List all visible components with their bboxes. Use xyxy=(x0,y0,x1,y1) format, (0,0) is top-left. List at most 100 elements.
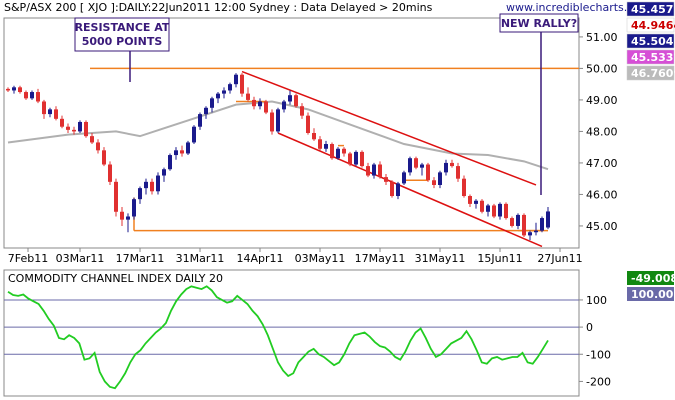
candle-body xyxy=(318,139,322,149)
price-badge-text: 46.7609 xyxy=(631,67,675,80)
price-tick-label: 46.00 xyxy=(586,188,618,201)
candle-body xyxy=(84,121,88,137)
price-badge xyxy=(626,49,675,65)
price-badge-text: 45.457 xyxy=(631,3,673,16)
candle-body xyxy=(24,92,28,99)
cci-badge-text: -49.008 xyxy=(631,272,675,285)
candle-body xyxy=(102,150,106,165)
candle-body xyxy=(6,88,10,91)
candle-body xyxy=(534,230,538,233)
candle-body xyxy=(210,98,214,108)
price-badge xyxy=(626,33,675,49)
candle-body xyxy=(216,93,220,99)
cci-title: COMMODITY CHANNEL INDEX DAILY 20 xyxy=(8,272,223,285)
candle-body xyxy=(132,199,136,217)
candle-body xyxy=(294,95,298,107)
candle-body xyxy=(264,101,268,113)
candle-body xyxy=(372,164,376,176)
candle-body xyxy=(384,177,388,182)
candle-body xyxy=(234,74,238,85)
candle-body xyxy=(270,112,274,132)
candle-body xyxy=(150,181,154,192)
price-tick-label: 50.00 xyxy=(586,62,618,75)
axis-layer: 45.00 46.00 47.00 48.00 49.00 50.00 51.00 7Feb1… xyxy=(8,31,618,389)
rally-annotation-text: NEW RALLY? xyxy=(501,17,577,30)
candle-body xyxy=(114,181,118,212)
candle-body xyxy=(420,164,424,168)
price-badge xyxy=(626,1,675,17)
candle-body xyxy=(498,203,502,217)
candle-body xyxy=(66,126,70,130)
price-badge xyxy=(626,65,675,81)
x-tick-label: 03Mar11 xyxy=(56,252,105,265)
resistance-annotation-box xyxy=(74,17,170,52)
channel-upper-line xyxy=(241,70,537,186)
candle-body xyxy=(90,136,94,143)
candle-body xyxy=(276,109,280,132)
candle-body xyxy=(186,142,190,154)
x-tick-label: 31May11 xyxy=(415,252,466,265)
candle-body xyxy=(156,175,160,192)
candle-body xyxy=(360,151,364,167)
candle-body xyxy=(252,99,256,107)
price-badge xyxy=(626,17,675,33)
site-url[interactable]: www.incrediblecharts.com xyxy=(506,1,651,14)
candle-body xyxy=(342,148,346,154)
cci-tick-label: -200 xyxy=(586,375,611,388)
candle-body xyxy=(516,214,520,226)
candle-body xyxy=(144,181,148,189)
candle-body xyxy=(444,162,448,173)
candle-body xyxy=(414,158,418,168)
candle-body xyxy=(162,169,166,176)
candle-body xyxy=(438,172,442,185)
candle-body xyxy=(546,211,550,228)
candle-body xyxy=(222,90,226,94)
candle-body xyxy=(192,126,196,143)
candle-body xyxy=(258,101,262,107)
candle-body xyxy=(348,153,352,165)
x-tick-label: 17Mar11 xyxy=(116,252,165,265)
candle-body xyxy=(282,101,286,110)
candle-body xyxy=(78,121,82,132)
resistance-annotation-line2: 5000 POINTS xyxy=(82,35,163,48)
candle-body xyxy=(402,172,406,184)
candle-body xyxy=(120,211,124,220)
candle-body xyxy=(468,196,472,204)
price-badge-text: 45.5332 xyxy=(631,51,675,64)
candle-body xyxy=(390,181,394,197)
candle-body xyxy=(462,178,466,197)
candle-body xyxy=(480,200,484,212)
candle-body xyxy=(198,114,202,127)
candle-body xyxy=(60,118,64,127)
candle-body xyxy=(246,93,250,100)
candle-body xyxy=(396,183,400,197)
price-panel-frame xyxy=(3,17,580,249)
candle-body xyxy=(366,166,370,176)
price-badge-text: 45.504 xyxy=(631,35,674,48)
candle-body xyxy=(330,144,334,159)
candle-body xyxy=(486,205,490,212)
candle-body xyxy=(96,142,100,151)
candle-body xyxy=(474,200,478,204)
candle-body xyxy=(354,151,358,165)
candle-body xyxy=(426,164,430,181)
cci-layer xyxy=(4,285,579,390)
candle-body xyxy=(504,203,508,219)
x-tick-label: 31Mar11 xyxy=(176,252,225,265)
candle-body xyxy=(228,84,232,91)
candle-body xyxy=(108,164,112,182)
candle-body xyxy=(450,162,454,167)
cci-tick-label: 100 xyxy=(586,294,607,307)
candle-body xyxy=(540,218,544,231)
candle-body xyxy=(378,164,382,178)
rally-annotation-box xyxy=(499,13,579,33)
x-tick-label: 15Jun11 xyxy=(477,252,522,265)
candle-body xyxy=(18,87,22,93)
price-layer xyxy=(6,67,579,248)
price-tick-label: 47.00 xyxy=(586,157,618,170)
cci-badge xyxy=(627,287,674,301)
cci-badges: -49.008 100.00 xyxy=(627,271,675,301)
